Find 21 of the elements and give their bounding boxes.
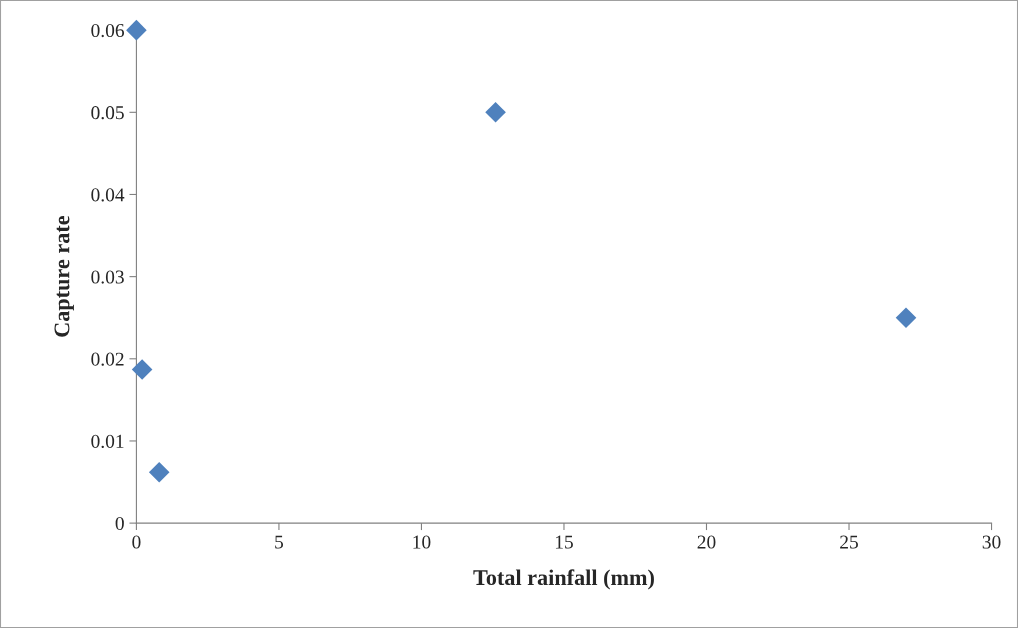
- y-tick-label: 0: [115, 516, 124, 531]
- x-tick-label: 15: [555, 535, 573, 549]
- x-tick-label: 20: [697, 535, 716, 549]
- point: [148, 461, 170, 483]
- y-axis-title: Capture rate: [54, 216, 74, 337]
- y-tick-label: 0.01: [91, 434, 124, 448]
- y-tick-label: 0.06: [91, 23, 125, 38]
- x-axis-title: Total rainfall (mm): [473, 569, 654, 590]
- x-tick-label: 0: [132, 535, 141, 549]
- y-tick-label: 0.03: [91, 270, 124, 284]
- point: [131, 359, 153, 380]
- x-tick-label: 30: [982, 535, 1001, 549]
- y-tick-label: 0.05: [91, 106, 124, 120]
- point: [895, 307, 917, 329]
- x-tick-label: 10: [413, 535, 431, 549]
- x-tick-label: 5: [275, 535, 284, 549]
- point: [126, 19, 147, 41]
- y-tick-label: 0.02: [91, 352, 124, 366]
- x-tick-label: 25: [840, 535, 858, 549]
- point: [485, 102, 506, 123]
- y-tick-label: 0.04: [91, 188, 125, 202]
